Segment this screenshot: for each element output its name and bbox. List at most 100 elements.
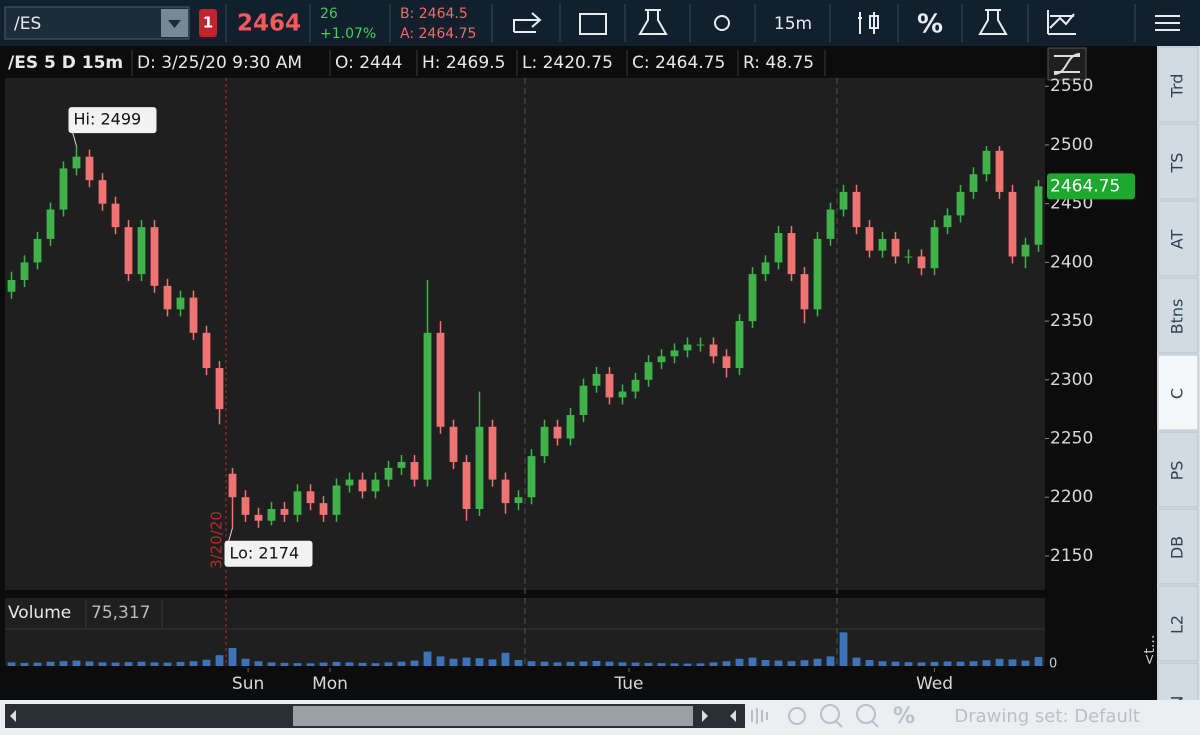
candle-body	[683, 344, 692, 351]
date-marker-label: 3/20/20	[208, 511, 226, 569]
volume-bar	[189, 661, 198, 666]
volume-bar	[683, 663, 692, 666]
side-tab-label: Btns	[1168, 299, 1187, 335]
candle-body	[423, 332, 432, 480]
volume-bar	[774, 660, 783, 666]
snapshot-icon[interactable]	[579, 13, 607, 35]
volume-bar	[371, 663, 380, 666]
candle-body	[761, 262, 770, 275]
hi-pointer	[72, 131, 77, 147]
candle-body	[137, 227, 146, 275]
volume-bar	[202, 659, 211, 666]
candle-body	[605, 373, 614, 398]
candle-body	[514, 497, 523, 504]
volume-bar	[644, 662, 653, 666]
toolbar-icons	[513, 9, 1180, 35]
candle-body	[891, 238, 900, 257]
candle-body	[475, 426, 484, 509]
candle-body	[618, 391, 627, 398]
volume-bar	[527, 661, 536, 666]
volume-bar	[514, 660, 523, 666]
y-tick-label: 2200	[1050, 487, 1093, 507]
candle-body	[878, 238, 887, 251]
side-tab[interactable]	[1157, 123, 1199, 200]
zoom-controls[interactable]	[751, 704, 879, 728]
candle-body	[1008, 191, 1017, 257]
volume-bar	[241, 658, 250, 666]
volume-bar	[488, 659, 497, 666]
style-toggle-icon	[1053, 53, 1081, 75]
lo-box	[224, 540, 313, 567]
volume-bar	[7, 662, 16, 666]
volume-bar	[475, 658, 484, 666]
volume-bar	[1008, 659, 1017, 666]
volume-bar	[85, 661, 94, 666]
volume-bar	[696, 663, 705, 666]
candle-body	[904, 256, 913, 258]
volume-bar	[319, 662, 328, 666]
volume-bar	[722, 661, 731, 666]
symbol-box[interactable]	[4, 6, 190, 40]
volume-bar	[787, 661, 796, 666]
side-tab[interactable]	[1157, 277, 1199, 354]
candle-body	[735, 321, 744, 369]
toolbar-separators	[559, 4, 1136, 42]
candle-body	[943, 215, 952, 228]
volume-bar	[98, 662, 107, 666]
candle-body	[787, 233, 796, 275]
y-tick-label: 2350	[1050, 311, 1093, 331]
candle-body	[566, 415, 575, 439]
side-more[interactable]: <t...	[1142, 635, 1158, 666]
candle-body	[7, 279, 16, 292]
volume-bar	[995, 658, 1004, 666]
x-tick-label: Tue	[613, 674, 643, 694]
volume-bar	[449, 658, 458, 666]
share-icon[interactable]	[513, 12, 542, 33]
side-tab[interactable]	[1157, 354, 1199, 431]
volume-bar	[254, 661, 263, 666]
candle-body	[826, 209, 835, 239]
volume-bar	[410, 660, 419, 666]
candle-body	[722, 356, 731, 369]
drawing-set[interactable]: Drawing set: Default	[954, 706, 1140, 727]
candle-body	[839, 191, 848, 210]
strategies-icon[interactable]	[978, 9, 1008, 35]
volume-bar	[709, 662, 718, 666]
side-tab[interactable]	[1157, 431, 1199, 508]
volume-bar	[72, 660, 81, 666]
y-tick-label: 2300	[1050, 370, 1093, 390]
side-tab[interactable]	[1157, 46, 1199, 123]
volume-bar	[917, 662, 926, 666]
alert-badge[interactable]	[199, 9, 217, 37]
volume-bar	[579, 661, 588, 666]
volume-bar	[384, 662, 393, 666]
hi-label: Hi: 2499	[74, 110, 142, 129]
volume-bar	[306, 663, 315, 666]
settings-icon[interactable]	[714, 15, 730, 31]
candle-body	[228, 473, 237, 498]
zoom-percent[interactable]: %	[893, 704, 915, 729]
side-tab[interactable]	[1157, 200, 1199, 277]
candle-body	[917, 256, 926, 269]
studies-icon[interactable]	[638, 9, 668, 35]
candle-body	[280, 508, 289, 515]
candle-body	[631, 379, 640, 392]
percent-button[interactable]: %	[917, 10, 943, 40]
volume-bar	[891, 661, 900, 666]
drawings-icon[interactable]	[1047, 10, 1076, 35]
last-price: 2464	[237, 11, 301, 37]
volume-bar	[826, 656, 835, 666]
header-row: /ES 5 D 15m D: 3/25/20 9:30 AM O: 2444 H…	[8, 47, 1087, 81]
side-tabs: TrdTSATBtnsCPSDBL2N	[1157, 46, 1199, 735]
scrollbar-thumb[interactable]	[293, 706, 693, 726]
candle-body	[98, 180, 107, 204]
side-tab[interactable]	[1157, 508, 1199, 585]
style-icon[interactable]	[858, 12, 879, 34]
interval[interactable]: 15m	[774, 14, 812, 34]
menu-icon[interactable]	[1155, 15, 1180, 31]
volume-bar	[631, 662, 640, 666]
candle-body	[982, 150, 991, 175]
side-tab[interactable]	[1157, 585, 1199, 662]
x-tick-label: Sun	[232, 674, 264, 694]
volume-bar	[150, 662, 159, 666]
